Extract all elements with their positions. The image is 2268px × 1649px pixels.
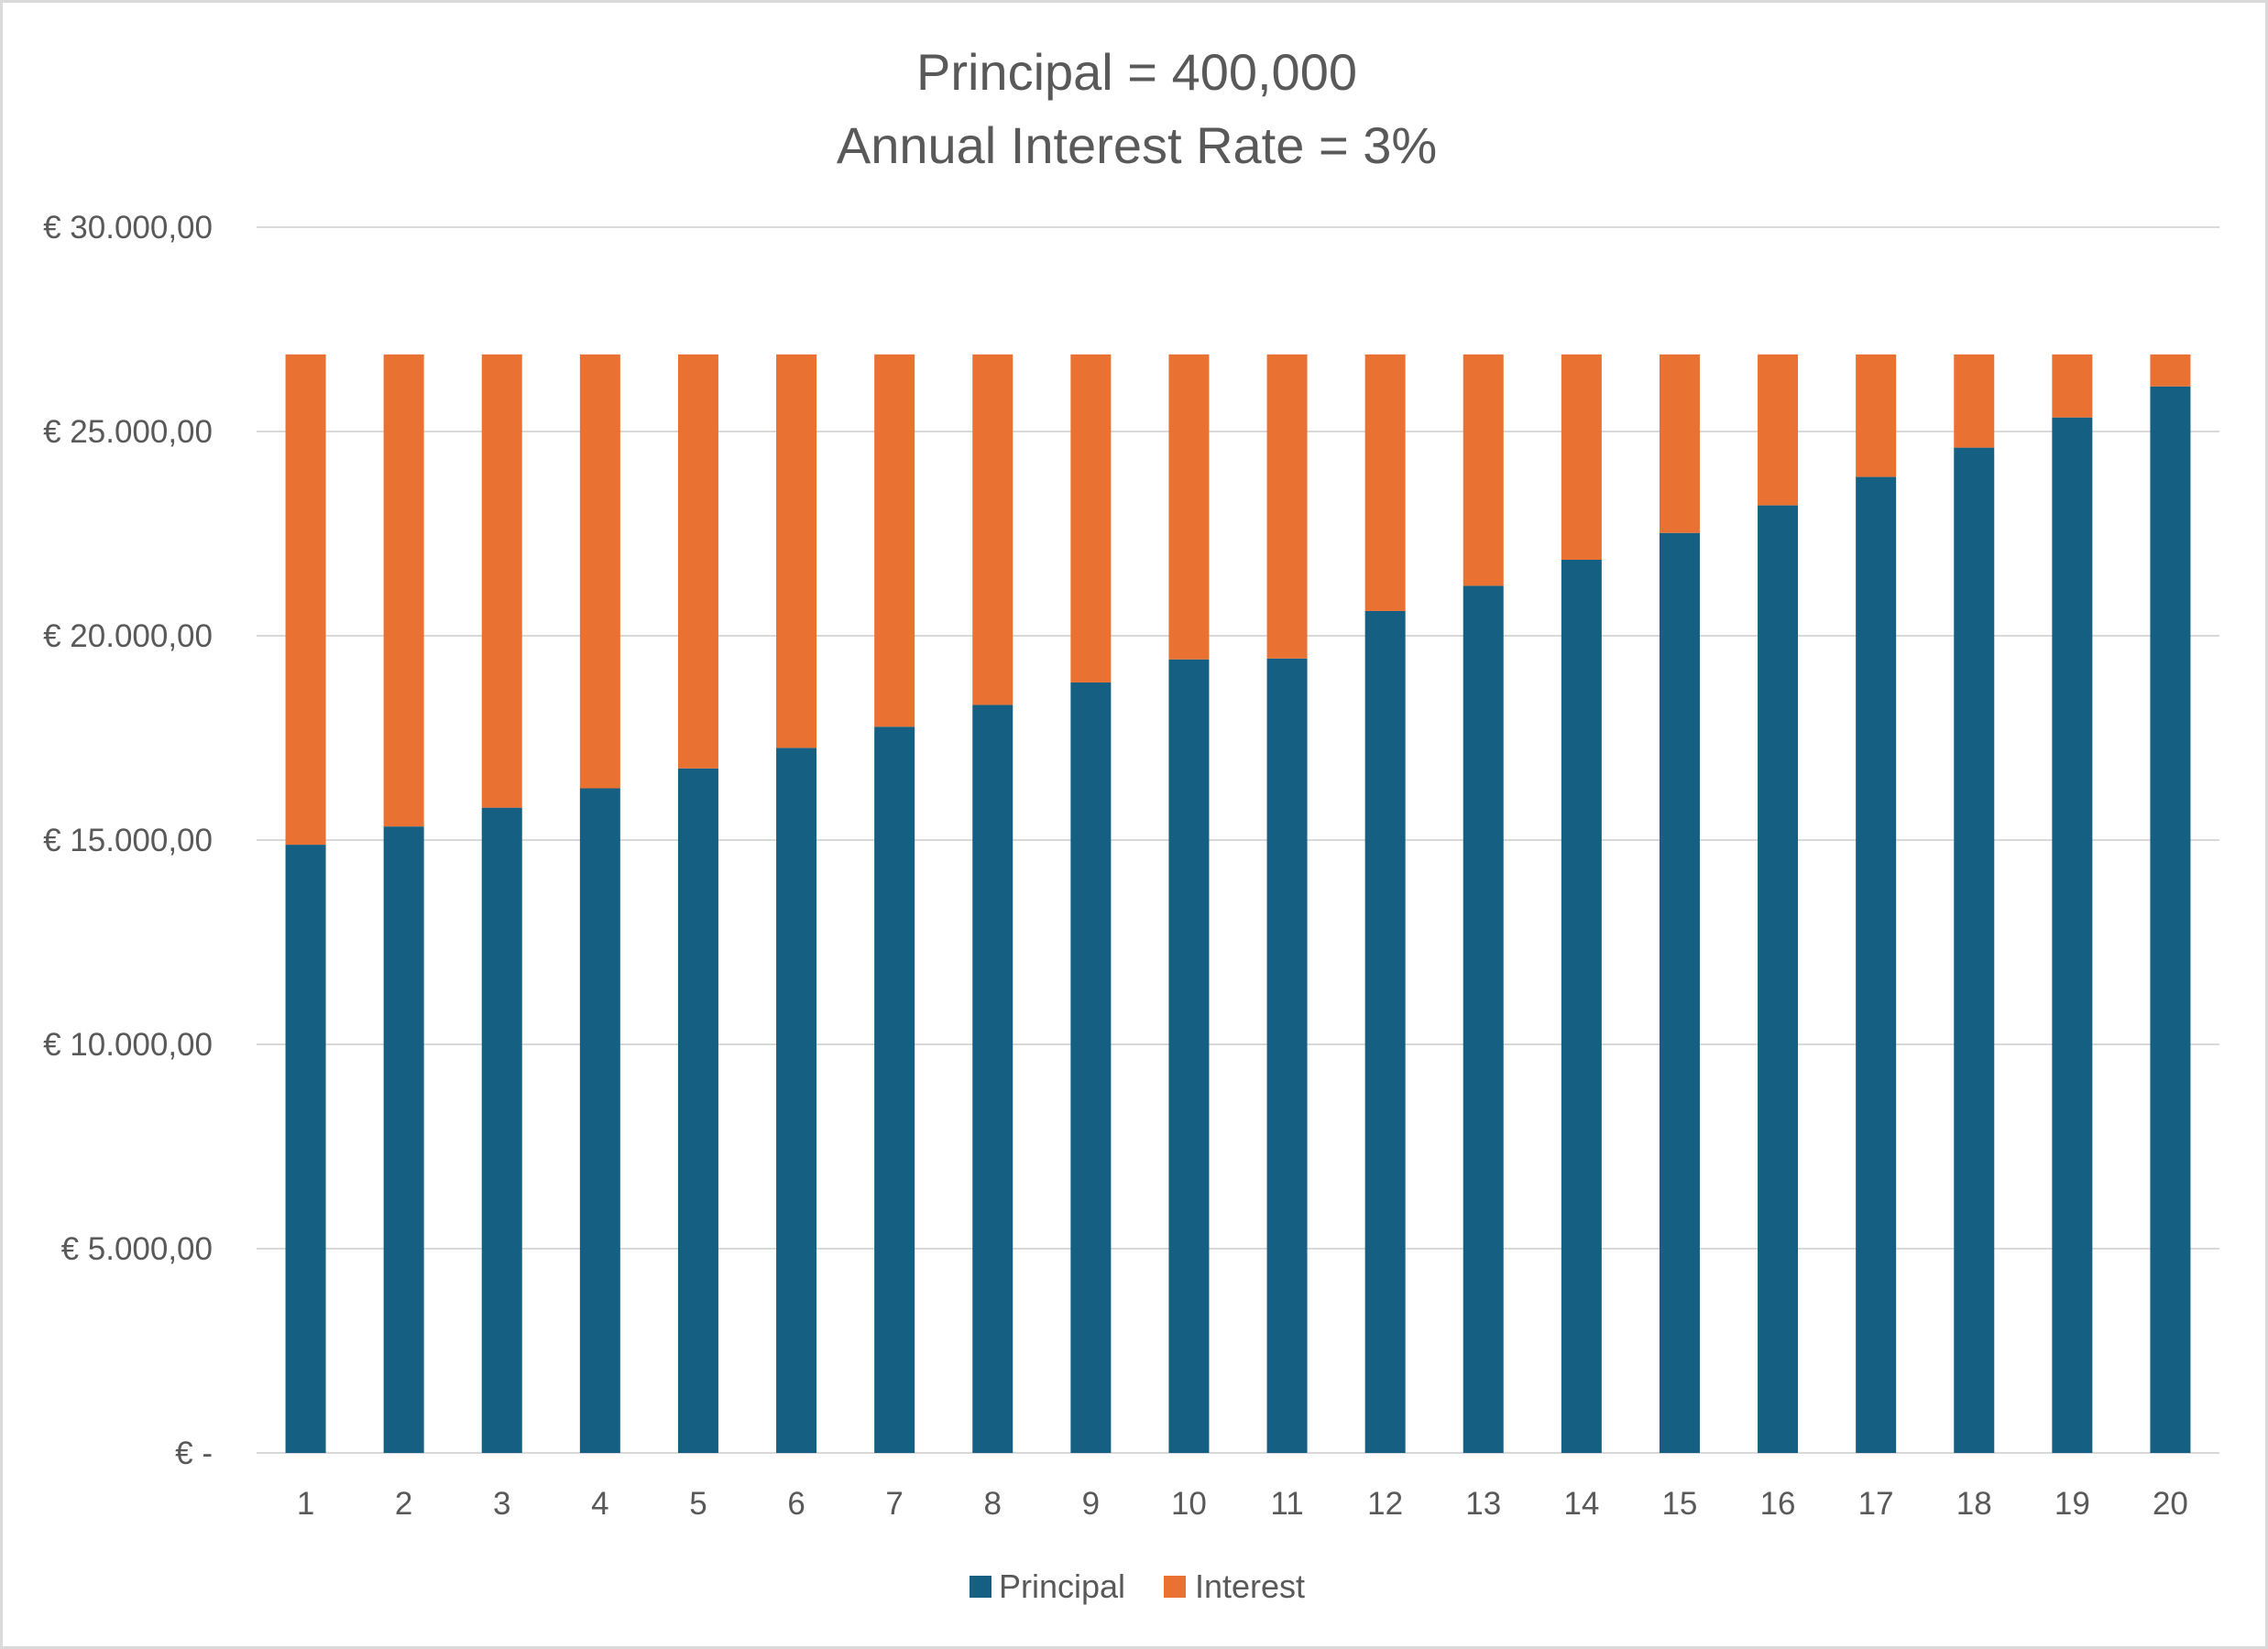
- x-tick-label: 12: [1367, 1486, 1403, 1522]
- x-tick-label: 16: [1760, 1486, 1796, 1522]
- x-tick-label: 8: [984, 1486, 1002, 1522]
- bar-interest-4: [579, 354, 620, 789]
- x-tick-label: 10: [1171, 1486, 1207, 1522]
- bar-interest-20: [2150, 354, 2191, 387]
- x-tick-label: 18: [1956, 1486, 1992, 1522]
- x-tick-label: 20: [2153, 1486, 2188, 1522]
- x-tick-label: 6: [787, 1486, 805, 1522]
- x-tick-label: 17: [1858, 1486, 1894, 1522]
- bar-interest-17: [1856, 354, 1897, 477]
- bar-principal-3: [481, 807, 522, 1453]
- bar-principal-14: [1561, 559, 1602, 1453]
- bar-principal-11: [1266, 658, 1308, 1453]
- bar-interest-5: [677, 354, 718, 769]
- bar-interest-1: [285, 354, 326, 846]
- bar-principal-20: [2150, 386, 2191, 1453]
- y-tick-label: € 15.000,00: [43, 823, 213, 858]
- bar-principal-9: [1070, 682, 1112, 1453]
- bar-interest-7: [874, 354, 915, 727]
- y-tick-label: € 10.000,00: [43, 1027, 213, 1063]
- bar-interest-15: [1659, 354, 1700, 533]
- x-tick-label: 15: [1661, 1486, 1697, 1522]
- y-axis-labels: € - € 5.000,00 € 10.000,00 € 15.000,00 € 20.…: [43, 210, 213, 1471]
- bar-principal-19: [2052, 417, 2093, 1453]
- bar-interest-16: [1758, 354, 1799, 506]
- bar-interest-6: [776, 354, 817, 748]
- chart-title-line-1: Principal = 400,000: [915, 43, 1357, 101]
- x-tick-label: 11: [1270, 1486, 1303, 1522]
- bar-principal-7: [874, 726, 915, 1453]
- y-tick-label: € -: [175, 1436, 213, 1471]
- bar-interest-14: [1561, 354, 1602, 560]
- bar-principal-4: [579, 788, 620, 1453]
- bar-principal-5: [677, 768, 718, 1453]
- bar-principal-16: [1758, 505, 1799, 1454]
- bar-interest-19: [2052, 354, 2093, 418]
- bar-principal-2: [383, 826, 424, 1453]
- bar-principal-18: [1954, 447, 1995, 1454]
- legend: Principal Interest: [970, 1567, 1305, 1605]
- legend-swatch-principal: [970, 1576, 992, 1598]
- x-tick-label: 13: [1465, 1486, 1501, 1522]
- y-tick-label: € 20.000,00: [43, 618, 213, 654]
- legend-label-interest: Interest: [1195, 1567, 1305, 1605]
- bar-principal-12: [1364, 610, 1406, 1453]
- bar-interest-10: [1168, 354, 1210, 660]
- y-tick-label: € 25.000,00: [43, 414, 213, 450]
- x-tick-label: 4: [591, 1486, 608, 1522]
- bar-interest-18: [1954, 354, 1995, 448]
- bars: [285, 354, 2191, 1454]
- bar-interest-13: [1463, 354, 1504, 586]
- legend-swatch-interest: [1164, 1576, 1186, 1598]
- bar-interest-12: [1364, 354, 1406, 611]
- y-tick-label: € 5.000,00: [61, 1231, 213, 1267]
- x-tick-label: 14: [1563, 1486, 1599, 1522]
- x-tick-label: 2: [395, 1486, 412, 1522]
- bar-principal-10: [1168, 659, 1210, 1453]
- x-tick-label: 5: [689, 1486, 707, 1522]
- y-tick-label: € 30.000,00: [43, 210, 213, 246]
- bar-principal-17: [1856, 476, 1897, 1453]
- x-tick-label: 3: [493, 1486, 510, 1522]
- bar-principal-8: [972, 704, 1013, 1453]
- bar-principal-1: [285, 845, 326, 1453]
- bar-interest-11: [1266, 354, 1308, 659]
- x-tick-label: 1: [297, 1486, 314, 1522]
- legend-label-principal: Principal: [999, 1567, 1125, 1605]
- bar-principal-6: [776, 748, 817, 1453]
- bar-interest-9: [1070, 354, 1112, 683]
- gridlines: [257, 226, 2219, 1454]
- bar-interest-3: [481, 354, 522, 808]
- bar-principal-13: [1463, 585, 1504, 1453]
- chart-title-line-2: Annual Interest Rate = 3%: [836, 116, 1438, 174]
- bar-interest-8: [972, 354, 1013, 705]
- x-tick-label: 9: [1082, 1486, 1100, 1522]
- x-tick-label: 7: [885, 1486, 903, 1522]
- bar-principal-15: [1659, 532, 1700, 1453]
- bar-interest-2: [383, 354, 424, 827]
- x-axis-labels: 1 2 3 4 5 6 7 8 9 10 11 12 13 14 15 16 17 18 19 20: [297, 1486, 2188, 1522]
- x-tick-label: 19: [2054, 1486, 2090, 1522]
